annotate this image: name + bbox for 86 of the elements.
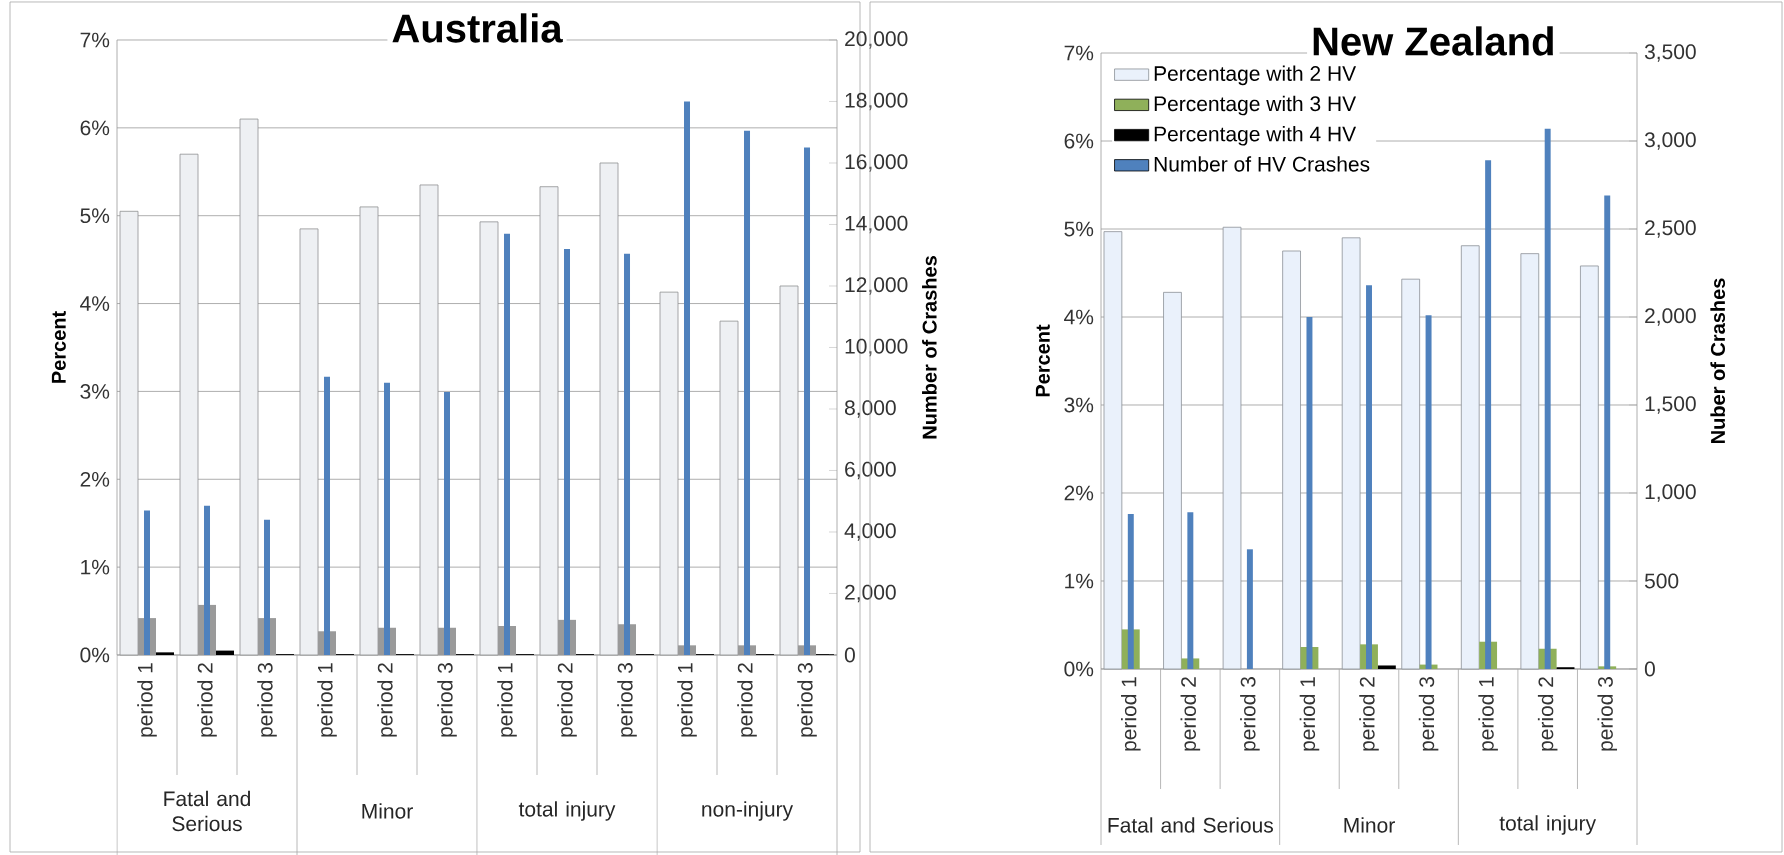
y2-tick-label: 20,000 (845, 31, 908, 49)
bar (1341, 237, 1361, 670)
y2-tick-label: 3,500 (1644, 44, 1696, 62)
text: Minor (362, 803, 413, 819)
x-tick-label: period 3 (1240, 676, 1260, 751)
y2-tick-label: 1,500 (1645, 396, 1696, 414)
y-tick-label: 5% (80, 208, 110, 223)
bar (1163, 291, 1182, 670)
text: non-injury (702, 801, 794, 821)
y2-tick-label: 16,000 (845, 154, 908, 172)
y-tick-label: 6% (1064, 133, 1094, 149)
bar (1377, 665, 1396, 669)
bar (1580, 265, 1599, 670)
y-tick-label: 0% (1064, 661, 1094, 677)
x-tick-label: period 2 (377, 662, 397, 737)
bar (1460, 245, 1480, 670)
y-tick-label: 2% (80, 471, 110, 487)
y2-tick-label: 0 (1644, 661, 1655, 677)
bar (216, 650, 234, 655)
y2-tick-label: 1,000 (1645, 484, 1696, 502)
x-tick-label: period 2 (1359, 676, 1379, 751)
y-tick-label: 6% (80, 120, 110, 136)
y-tick-label: 3% (80, 383, 110, 399)
y2-tick-label: 2,000 (1645, 308, 1696, 326)
y2-axis-title: Nuber of Crashes (1710, 278, 1726, 443)
bar (1103, 231, 1123, 670)
y2-tick-label: 3,000 (1644, 132, 1696, 150)
chart-title: Australia (392, 13, 563, 43)
x-tick-label: period 3 (1418, 676, 1439, 751)
y2-tick-label: 4,000 (844, 523, 896, 541)
y-axis-title: Percent (51, 310, 66, 383)
x-tick-label: period 3 (1597, 676, 1618, 751)
y2-tick-label: 12,000 (845, 277, 908, 295)
text: Minor (1344, 817, 1395, 833)
x-tick-label: period 3 (257, 662, 277, 737)
y2-tick-label: 6,000 (845, 461, 896, 479)
bar (1282, 250, 1301, 670)
x-tick-label: period 2 (1537, 676, 1558, 751)
x-tick-label: period 1 (677, 662, 697, 737)
y-tick-label: 1% (81, 559, 110, 575)
x-tick-label: period 1 (1478, 676, 1498, 751)
y-tick-label: 1% (1065, 573, 1094, 589)
legend-label: Number of HV Crashes (1154, 156, 1370, 172)
legend-label: Percentage with 3 HV (1154, 95, 1357, 116)
y-tick-label: 7% (1064, 45, 1094, 61)
y2-tick-label: 2,000 (845, 584, 896, 602)
bar (156, 652, 174, 655)
y2-tick-label: 500 (1644, 573, 1679, 589)
x-tick-label: period 1 (317, 662, 337, 737)
y2-tick-label: 10,000 (845, 338, 908, 356)
x-tick-label: period 1 (137, 662, 157, 737)
text: Fatal and Serious (1108, 817, 1273, 833)
bar (1520, 253, 1540, 670)
y-axis-title: Percent (1035, 324, 1050, 397)
x-tick-label: period 2 (1180, 676, 1201, 751)
y2-tick-label: 2,500 (1645, 220, 1696, 238)
legend-label: Percentage with 2 HV (1154, 65, 1357, 85)
y-tick-label: 0% (80, 647, 110, 663)
y2-tick-label: 14,000 (845, 215, 908, 233)
x-tick-label: period 2 (557, 662, 577, 737)
x-tick-label: period 1 (1299, 676, 1320, 751)
x-tick-label: period 2 (197, 662, 217, 737)
text: total injury (1499, 815, 1597, 835)
y2-tick-label: 8,000 (844, 400, 896, 418)
bar (1401, 278, 1421, 670)
legend-label: Percentage with 4 HV (1154, 125, 1357, 146)
x-tick-label: period 1 (497, 662, 517, 737)
text: Fatal and Serious (164, 790, 250, 832)
y2-axis-title: Number of Crashes (922, 255, 937, 439)
x-tick-label: period 3 (437, 662, 457, 737)
x-tick-label: period 3 (617, 662, 637, 737)
y-tick-label: 4% (1064, 309, 1094, 325)
y-tick-label: 7% (80, 32, 110, 48)
bar (1246, 549, 1253, 669)
text: total injury (518, 801, 616, 821)
x-tick-label: period 3 (797, 662, 817, 737)
y-tick-label: 2% (1064, 485, 1094, 501)
y-tick-label: 3% (1064, 397, 1094, 413)
y-tick-label: 5% (1064, 221, 1094, 237)
chart-title: New Zealand (1313, 26, 1553, 56)
y2-tick-label: 0 (844, 647, 855, 663)
y2-tick-label: 18,000 (845, 92, 908, 110)
bar (1222, 226, 1242, 670)
x-tick-label: period 1 (1121, 676, 1141, 751)
y-tick-label: 4% (80, 296, 110, 311)
x-tick-label: period 2 (737, 662, 757, 737)
